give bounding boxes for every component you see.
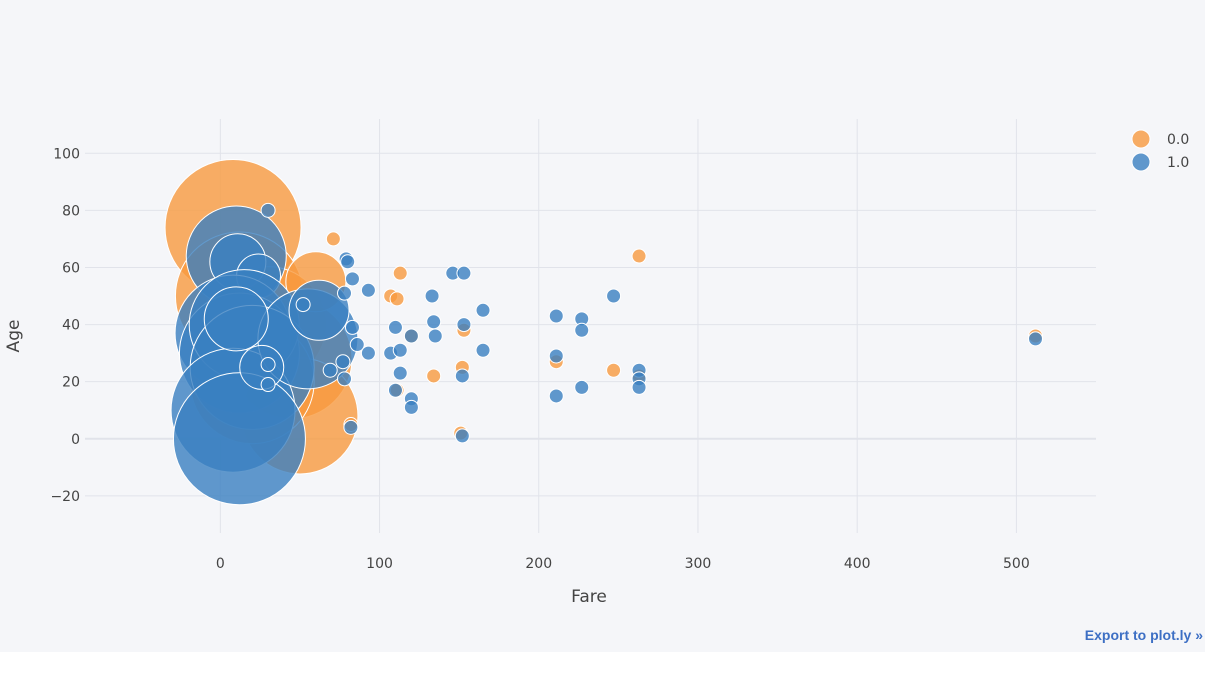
bubble-point[interactable]: [344, 319, 360, 335]
bubble-point[interactable]: [456, 317, 472, 333]
bubble-point[interactable]: [631, 379, 647, 395]
y-tick-label: 100: [53, 146, 80, 162]
bubble-point[interactable]: [288, 279, 350, 341]
bubble-point[interactable]: [392, 265, 408, 281]
y-axis-title: Age: [4, 320, 24, 353]
bubble-point[interactable]: [392, 342, 408, 358]
bubble-point[interactable]: [403, 399, 419, 415]
bubble-point[interactable]: [548, 348, 564, 364]
bubble-point[interactable]: [335, 354, 351, 370]
bubble-point[interactable]: [343, 419, 359, 435]
bubble-point[interactable]: [426, 368, 442, 384]
bubble-point[interactable]: [260, 202, 276, 218]
y-tick-label: 60: [62, 260, 80, 276]
bubble-point[interactable]: [454, 428, 470, 444]
bubble-point[interactable]: [454, 368, 470, 384]
bubble-point[interactable]: [1027, 331, 1043, 347]
bubble-point[interactable]: [295, 297, 311, 313]
legend-label: 1.0: [1167, 155, 1189, 171]
bubble-point[interactable]: [548, 308, 564, 324]
bubble-point[interactable]: [337, 371, 353, 387]
bubble-point[interactable]: [260, 357, 276, 373]
axis-ticks: 0 100 200 300 400 500 −20 0 20 40 60 80 100: [50, 146, 1029, 572]
bubble-point[interactable]: [475, 342, 491, 358]
y-tick-label: 80: [62, 203, 80, 219]
legend-marker: [1131, 129, 1151, 149]
y-tick-label: 40: [62, 318, 80, 334]
x-axis-title: Fare: [571, 587, 607, 607]
x-tick-label: 300: [685, 556, 712, 572]
bubble-point[interactable]: [426, 314, 442, 330]
bubble-point[interactable]: [548, 388, 564, 404]
bubble-point[interactable]: [574, 379, 590, 395]
bubble-point[interactable]: [606, 288, 622, 304]
bubble-point[interactable]: [631, 248, 647, 264]
bubble-point[interactable]: [344, 271, 360, 287]
export-to-plotly-link[interactable]: Export to plot.ly »: [1084, 627, 1203, 643]
bubble-point[interactable]: [172, 372, 306, 506]
bubble-point[interactable]: [456, 265, 472, 281]
bubble-chart[interactable]: 0 100 200 300 400 500 −20 0 20 40 60 80 100 Fare Age…: [0, 0, 1205, 652]
plot-area[interactable]: [164, 158, 1043, 506]
bubble-point[interactable]: [392, 365, 408, 381]
legend-label: 0.0: [1167, 132, 1189, 148]
bubble-point[interactable]: [389, 291, 405, 307]
bubble-point[interactable]: [360, 282, 376, 298]
bubble-point[interactable]: [337, 285, 353, 301]
y-tick-label: −20: [50, 489, 80, 505]
bubble-point[interactable]: [403, 328, 419, 344]
legend[interactable]: 0.01.0: [1131, 129, 1189, 172]
series-1[interactable]: [170, 202, 1043, 506]
legend-item-0[interactable]: 0.0: [1131, 129, 1189, 149]
bubble-point[interactable]: [574, 322, 590, 338]
x-tick-label: 500: [1003, 556, 1030, 572]
bubble-point[interactable]: [606, 362, 622, 378]
bubble-point[interactable]: [260, 377, 276, 393]
bubble-point[interactable]: [475, 302, 491, 318]
bubble-point[interactable]: [387, 382, 403, 398]
legend-marker: [1131, 152, 1151, 172]
legend-item-1[interactable]: 1.0: [1131, 152, 1189, 172]
bubble-point[interactable]: [424, 288, 440, 304]
bubble-point[interactable]: [427, 328, 443, 344]
x-tick-label: 0: [216, 556, 225, 572]
bubble-point[interactable]: [387, 319, 403, 335]
y-tick-label: 20: [62, 375, 80, 391]
x-tick-label: 200: [525, 556, 552, 572]
bubble-point[interactable]: [340, 254, 356, 270]
bubble-point[interactable]: [349, 337, 365, 353]
x-tick-label: 100: [366, 556, 393, 572]
bubble-point[interactable]: [322, 362, 338, 378]
y-tick-label: 0: [71, 432, 80, 448]
bubble-point[interactable]: [203, 286, 269, 352]
bubble-point[interactable]: [360, 345, 376, 361]
x-tick-label: 400: [844, 556, 871, 572]
bubble-point[interactable]: [325, 231, 341, 247]
